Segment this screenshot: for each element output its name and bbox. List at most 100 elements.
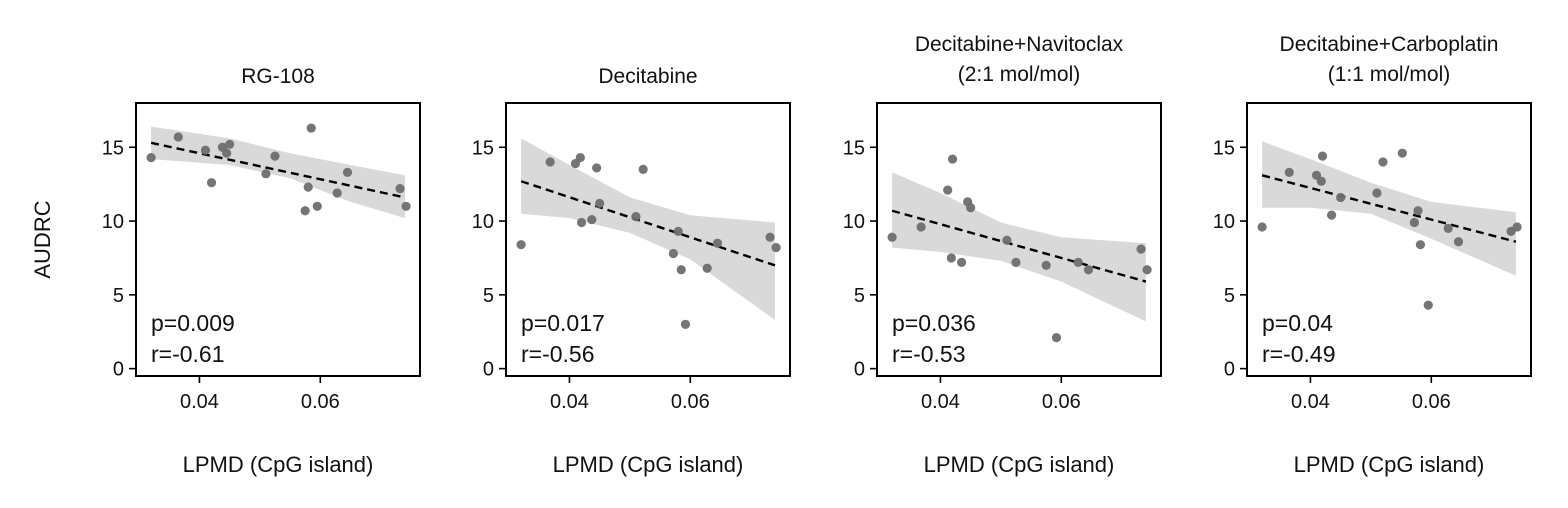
data-point bbox=[270, 151, 280, 161]
axes-frame bbox=[876, 102, 1162, 377]
data-point bbox=[146, 153, 156, 163]
p-value-label: p=0.036 bbox=[892, 310, 976, 336]
y-tick-label: 0 bbox=[113, 359, 124, 381]
y-tick-label: 15 bbox=[1213, 137, 1235, 159]
y-tick-label: 10 bbox=[843, 211, 865, 233]
axes-frame bbox=[505, 102, 791, 377]
data-point bbox=[545, 157, 555, 167]
data-point bbox=[712, 238, 723, 248]
data-point bbox=[342, 167, 353, 177]
data-point bbox=[587, 214, 597, 225]
y-tick-label: 0 bbox=[483, 359, 494, 381]
data-point bbox=[1142, 265, 1152, 275]
data-point bbox=[1378, 157, 1388, 167]
y-tick-label: 5 bbox=[113, 285, 124, 307]
regression-line bbox=[520, 180, 776, 267]
y-tick-label: 0 bbox=[1224, 359, 1235, 381]
data-point bbox=[916, 222, 926, 232]
data-point bbox=[222, 148, 232, 158]
data-point bbox=[1397, 148, 1407, 158]
confidence-band bbox=[151, 126, 405, 219]
data-point bbox=[173, 132, 183, 142]
y-axis-label: AUDRC bbox=[30, 200, 55, 278]
regression-line bbox=[150, 141, 406, 199]
r-value-label: r=-0.49 bbox=[1262, 341, 1336, 367]
data-point bbox=[702, 263, 712, 273]
data-point bbox=[1336, 192, 1346, 203]
panel-title: (1:1 mol/mol) bbox=[1328, 63, 1451, 86]
panel-title: Decitabine+Navitoclax bbox=[915, 33, 1124, 56]
data-point bbox=[1083, 265, 1094, 275]
p-value-label: p=0.04 bbox=[1262, 310, 1333, 336]
r-value-label: r=-0.61 bbox=[151, 341, 225, 367]
data-point bbox=[680, 319, 691, 329]
data-point bbox=[1423, 300, 1433, 310]
data-point bbox=[1326, 210, 1337, 220]
data-point bbox=[395, 183, 405, 194]
data-point bbox=[303, 182, 313, 192]
data-point bbox=[943, 185, 953, 195]
confidence-band bbox=[521, 138, 775, 320]
y-tick-label: 15 bbox=[472, 137, 494, 159]
x-tick-label: 0.04 bbox=[180, 391, 219, 413]
data-point bbox=[1316, 176, 1326, 186]
panel-4: Decitabine+Carboplatin (1:1 mol/mol) 0.04 0… bbox=[1213, 33, 1532, 477]
y-tick-label: 10 bbox=[472, 211, 494, 233]
data-point bbox=[206, 178, 217, 188]
data-point bbox=[401, 201, 411, 211]
data-point bbox=[1257, 222, 1267, 232]
data-point bbox=[1284, 167, 1294, 177]
data-point bbox=[673, 226, 683, 236]
regression-line bbox=[891, 209, 1147, 283]
x-axis-label: LPMD (CpG island) bbox=[553, 452, 744, 477]
x-tick-label: 0.04 bbox=[921, 391, 960, 413]
panel-1: RG-108 0.04 0.06 0 5 10 15 LPMD (CpG island) p=0… bbox=[102, 65, 421, 477]
data-point bbox=[1073, 257, 1083, 267]
data-point bbox=[592, 163, 602, 173]
x-tick-label: 0.04 bbox=[550, 391, 589, 413]
x-tick-label: 0.04 bbox=[1291, 391, 1330, 413]
data-point bbox=[638, 164, 648, 175]
data-point bbox=[1011, 257, 1021, 267]
data-point bbox=[575, 153, 585, 163]
data-point bbox=[1002, 235, 1012, 245]
x-tick-label: 0.06 bbox=[1042, 391, 1081, 413]
p-value-label: p=0.017 bbox=[521, 310, 605, 336]
panel-3: Decitabine+Navitoclax (2:1 mol/mol) 0.04 0.… bbox=[843, 33, 1162, 477]
y-tick-label: 10 bbox=[1213, 211, 1235, 233]
data-point bbox=[676, 265, 686, 275]
x-axis-label: LPMD (CpG island) bbox=[1294, 452, 1485, 477]
data-point bbox=[668, 248, 678, 259]
panel-title: Decitabine bbox=[598, 65, 697, 88]
data-point bbox=[1041, 260, 1051, 270]
p-value-label: p=0.009 bbox=[151, 310, 235, 336]
axes-frame bbox=[1246, 102, 1532, 377]
panel-title: Decitabine+Carboplatin bbox=[1280, 33, 1499, 56]
y-tick-label: 0 bbox=[854, 359, 865, 381]
data-point bbox=[765, 232, 775, 242]
data-point bbox=[946, 253, 956, 263]
data-point bbox=[1453, 237, 1464, 247]
y-tick-label: 5 bbox=[1224, 285, 1235, 307]
data-point bbox=[332, 188, 342, 198]
panel-title: (2:1 mol/mol) bbox=[958, 63, 1081, 86]
r-value-label: r=-0.53 bbox=[892, 341, 966, 367]
data-point bbox=[1443, 223, 1453, 234]
data-point bbox=[631, 212, 641, 222]
data-point bbox=[225, 139, 235, 149]
data-point bbox=[576, 217, 587, 228]
data-point bbox=[300, 206, 310, 216]
data-point bbox=[966, 203, 976, 213]
x-axis-label: LPMD (CpG island) bbox=[924, 452, 1115, 477]
data-point bbox=[1317, 151, 1328, 161]
data-point bbox=[261, 169, 271, 179]
x-tick-label: 0.06 bbox=[1412, 391, 1451, 413]
regression-line bbox=[1261, 174, 1517, 243]
data-point bbox=[1136, 244, 1146, 254]
data-point bbox=[1372, 188, 1382, 198]
x-tick-label: 0.06 bbox=[301, 391, 340, 413]
data-point bbox=[1415, 240, 1426, 250]
data-point bbox=[1051, 333, 1062, 343]
data-point bbox=[200, 145, 211, 155]
